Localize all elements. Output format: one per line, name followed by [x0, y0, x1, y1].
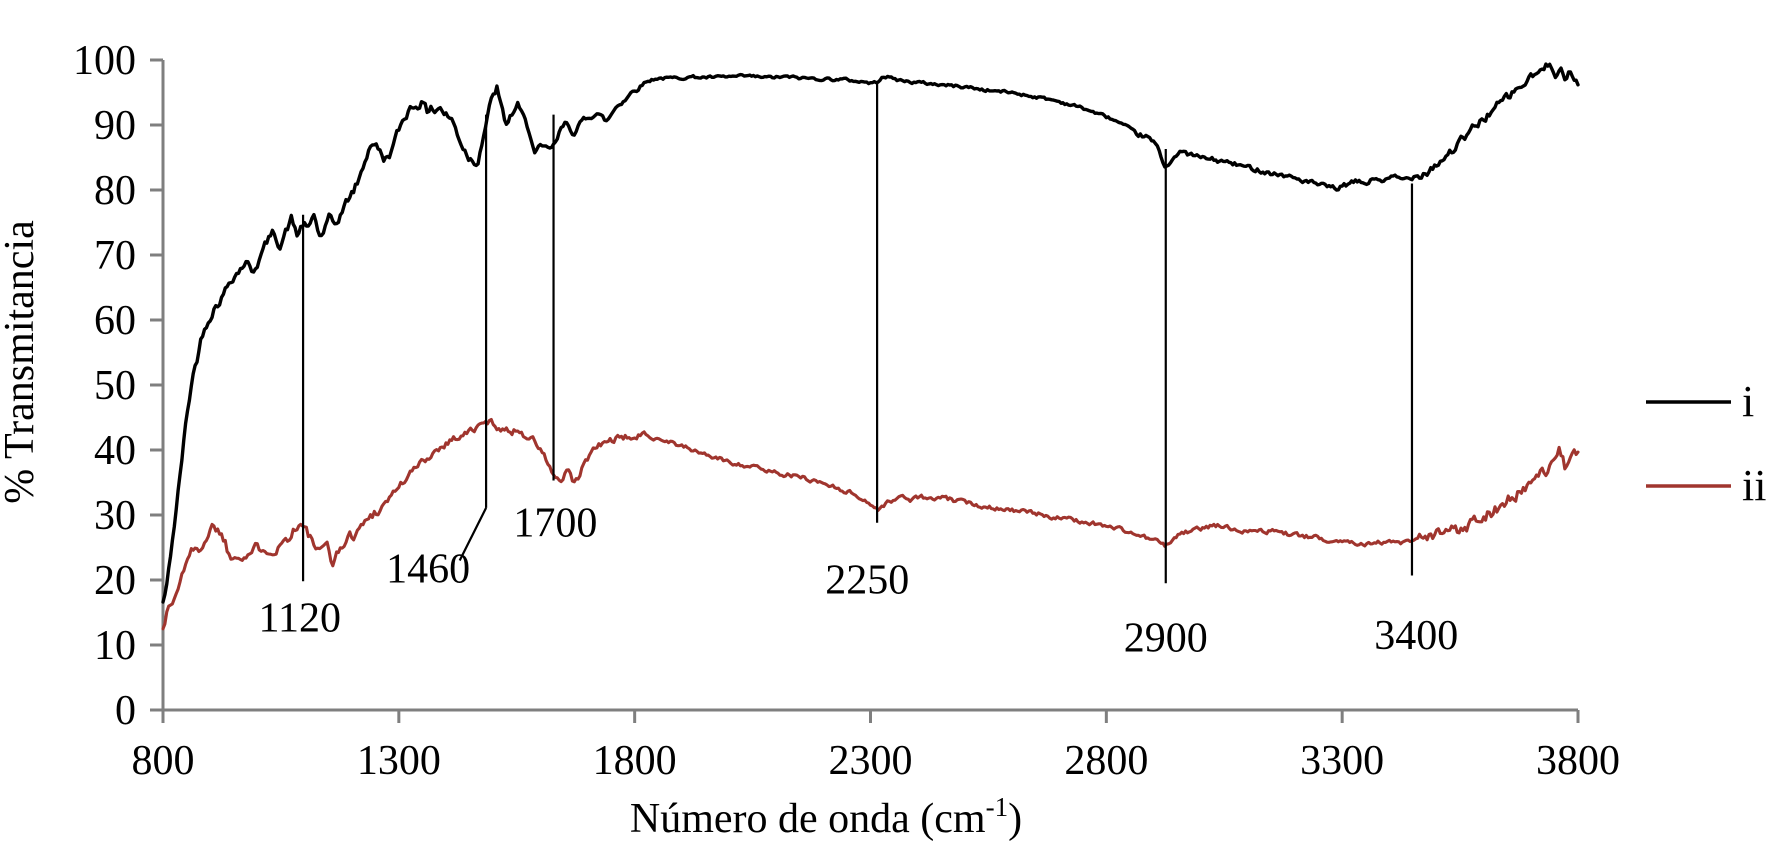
x-tick-label-1300: 1300	[357, 738, 441, 784]
y-tick-label-0: 0	[115, 688, 136, 734]
y-axis-ticks	[150, 58, 163, 712]
y-tick-label-10: 10	[94, 623, 136, 669]
x-tick-label-800: 800	[132, 738, 195, 784]
x-axis-title: Número de onda (cm-1)	[630, 792, 1022, 842]
y-tick-label-70: 70	[94, 233, 136, 279]
x-axis-ticks	[161, 710, 1580, 723]
y-tick-label-90: 90	[94, 103, 136, 149]
y-axis-title: % Transmitancia	[0, 220, 43, 504]
series-ii-curve	[161, 417, 1580, 631]
y-tick-label-20: 20	[94, 558, 136, 604]
y-tick-label-80: 80	[94, 168, 136, 214]
x-tick-label-3300: 3300	[1300, 738, 1384, 784]
x-tick-label-2800: 2800	[1064, 738, 1148, 784]
y-axis-tick-labels: 0 10 20 30 40 50 60 70 80 90 100	[73, 38, 136, 734]
band-label-2900: 2900	[1124, 616, 1208, 662]
x-axis-title-text: Número de onda (cm	[630, 796, 986, 842]
band-label-1460: 1460	[386, 547, 470, 593]
band-annotations: 1120 1460 1700 2250 2900 3400	[259, 84, 1458, 662]
legend-label-i: i	[1742, 377, 1754, 426]
y-tick-label-100: 100	[73, 38, 136, 84]
axes: 0 10 20 30 40 50 60 70 80 90 100 800 1300 1800 2300 28…	[73, 38, 1620, 784]
series-i-curve	[161, 62, 1580, 604]
band-label-3400: 3400	[1374, 613, 1458, 659]
band-label-2250: 2250	[825, 558, 909, 604]
band-label-1120: 1120	[259, 595, 341, 641]
y-tick-label-60: 60	[94, 298, 136, 344]
band-leader-1460	[458, 507, 488, 561]
y-tick-label-40: 40	[94, 428, 136, 474]
y-tick-label-30: 30	[94, 493, 136, 539]
series-curves	[161, 62, 1580, 631]
y-tick-label-50: 50	[94, 363, 136, 409]
x-tick-label-1800: 1800	[593, 738, 677, 784]
x-axis-tick-labels: 800 1300 1800 2300 2800 3300 3800	[132, 738, 1621, 784]
x-axis-title-suffix: )	[1008, 796, 1022, 842]
x-tick-label-2300: 2300	[829, 738, 913, 784]
legend: i ii	[1646, 377, 1766, 510]
band-label-1700: 1700	[513, 501, 597, 547]
x-axis-title-superscript: -1	[986, 792, 1009, 822]
legend-label-ii: ii	[1742, 461, 1766, 510]
x-tick-label-3800: 3800	[1536, 738, 1620, 784]
